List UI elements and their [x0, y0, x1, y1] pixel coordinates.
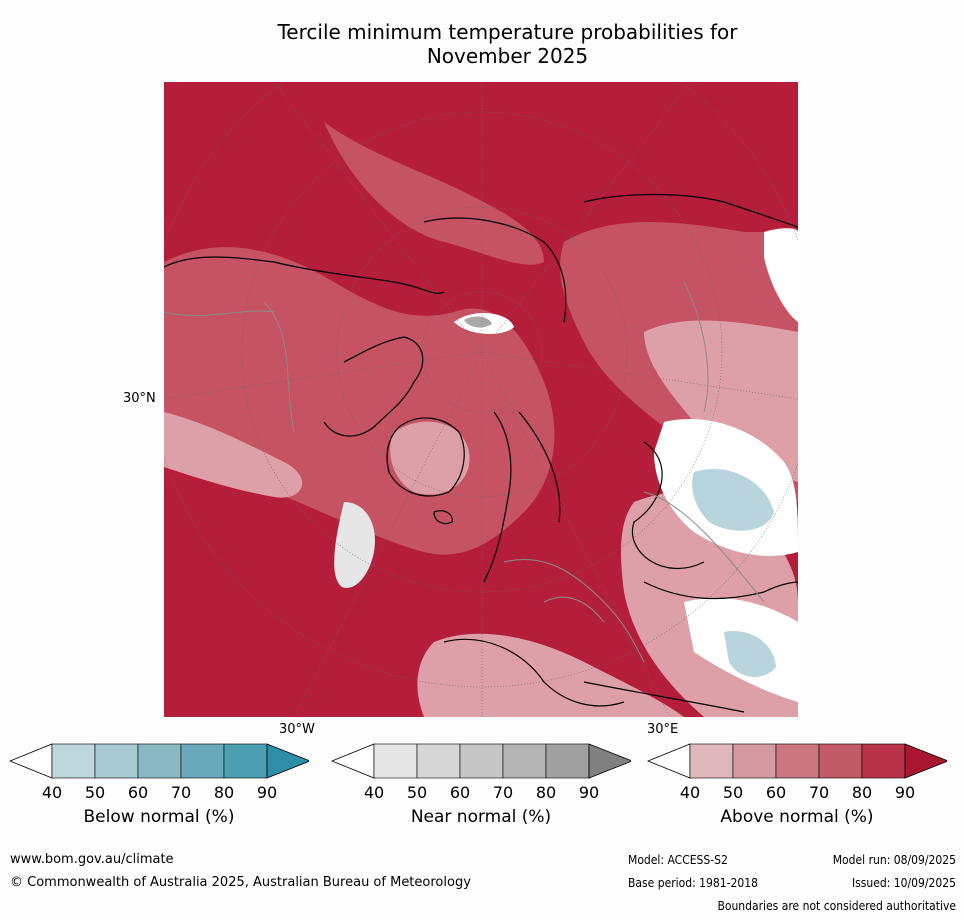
colorbar-segment — [732, 743, 777, 779]
colorbar-tick-label: 70 — [170, 783, 192, 802]
colorbar-near-label: Near normal (%) — [410, 807, 552, 827]
colorbar-extend-low — [647, 743, 691, 779]
country-borders — [164, 281, 765, 663]
colorbar-near-normal: 40 50 60 70 80 90 Near normal (%) — [331, 743, 631, 853]
colorbar-tick-label: 90 — [256, 783, 278, 802]
colorbar-below-normal: 40 50 60 70 80 90 Below normal (%) — [9, 743, 309, 853]
colorbar-tick-label: 50 — [722, 783, 744, 802]
colorbar-above-swatches — [647, 743, 947, 779]
colorbar-tick-label: 40 — [41, 783, 63, 802]
footer-disclaimer: Boundaries are not considered authoritat… — [717, 899, 956, 913]
coastlines — [164, 193, 798, 713]
colorbar-segment — [502, 743, 547, 779]
colorbar-tick-label: 60 — [127, 783, 149, 802]
region-above-light-2 — [390, 421, 470, 495]
region-near-mid — [464, 316, 492, 328]
colorbar-tick-label: 90 — [578, 783, 600, 802]
colorbar-segment — [373, 743, 418, 779]
colorbar-segment — [223, 743, 268, 779]
region-above-light-4 — [417, 633, 684, 717]
colorbar-segment — [416, 743, 461, 779]
colorbar-tick-label: 60 — [449, 783, 471, 802]
colorbar-tick-label: 40 — [363, 783, 385, 802]
region-near-normal — [334, 502, 375, 588]
colorbar-above-label: Above normal (%) — [720, 807, 874, 827]
colorbar-segment — [545, 743, 590, 779]
footer-model-run: Model run: 08/09/2025 — [832, 853, 956, 867]
colorbar-tick-label: 70 — [808, 783, 830, 802]
colorbar-near-ticks: 40 50 60 70 80 90 — [331, 783, 631, 803]
colorbar-segment — [775, 743, 820, 779]
colorbar-segment — [818, 743, 863, 779]
colorbar-tick-label: 80 — [213, 783, 235, 802]
colorbar-tick-label: 50 — [406, 783, 428, 802]
colorbar-segment — [459, 743, 504, 779]
region-below-normal — [692, 468, 774, 531]
colorbar-above-ticks: 40 50 60 70 80 90 — [647, 783, 947, 803]
colorbar-segment — [861, 743, 906, 779]
colorbar-tick-label: 60 — [765, 783, 787, 802]
colorbar-extend-low — [9, 743, 53, 779]
colorbar-segment — [94, 743, 139, 779]
footer-copyright: © Commonwealth of Australia 2025, Austra… — [10, 875, 471, 890]
lon-label-30e: 30°E — [647, 722, 679, 737]
colorbar-tick-label: 80 — [851, 783, 873, 802]
region-below-normal-2 — [724, 631, 776, 678]
colorbar-segment — [51, 743, 96, 779]
colorbar-below-ticks: 40 50 60 70 80 90 — [9, 783, 309, 803]
colorbar-below-swatches — [9, 743, 309, 779]
title-line-1: Tercile minimum temperature probabilitie… — [277, 20, 738, 44]
lat-label-30n: 30°N — [123, 391, 156, 406]
graticule — [164, 82, 798, 717]
colorbar-tick-label: 70 — [492, 783, 514, 802]
title-line-2: November 2025 — [426, 44, 589, 68]
footer-base-period: Base period: 1981-2018 — [628, 876, 759, 890]
colorbar-extend-high — [904, 743, 947, 779]
region-above-mid-3 — [324, 122, 544, 265]
colorbar-near-swatches — [331, 743, 631, 779]
colorbar-extend-high — [588, 743, 631, 779]
map-title: Tercile minimum temperature probabilitie… — [0, 20, 965, 68]
colorbar-extend-high — [266, 743, 309, 779]
colorbar-segment — [137, 743, 182, 779]
probability-map — [164, 82, 798, 717]
colorbar-segment — [689, 743, 734, 779]
region-above-light — [164, 412, 303, 498]
footer-url[interactable]: www.bom.gov.au/climate — [10, 852, 174, 867]
footer-model: Model: ACCESS-S2 — [628, 853, 728, 867]
colorbar-segment — [180, 743, 225, 779]
colorbar-tick-label: 40 — [679, 783, 701, 802]
colorbar-above-normal: 40 50 60 70 80 90 Above normal (%) — [647, 743, 947, 853]
region-near-normal-3 — [764, 228, 798, 322]
colorbar-tick-label: 50 — [84, 783, 106, 802]
colorbar-below-label: Below normal (%) — [83, 807, 235, 827]
colorbar-tick-label: 90 — [894, 783, 916, 802]
colorbar-tick-label: 80 — [535, 783, 557, 802]
colorbar-extend-low — [331, 743, 375, 779]
lon-label-30w: 30°W — [279, 722, 315, 737]
footer-issued: Issued: 10/09/2025 — [851, 876, 956, 890]
